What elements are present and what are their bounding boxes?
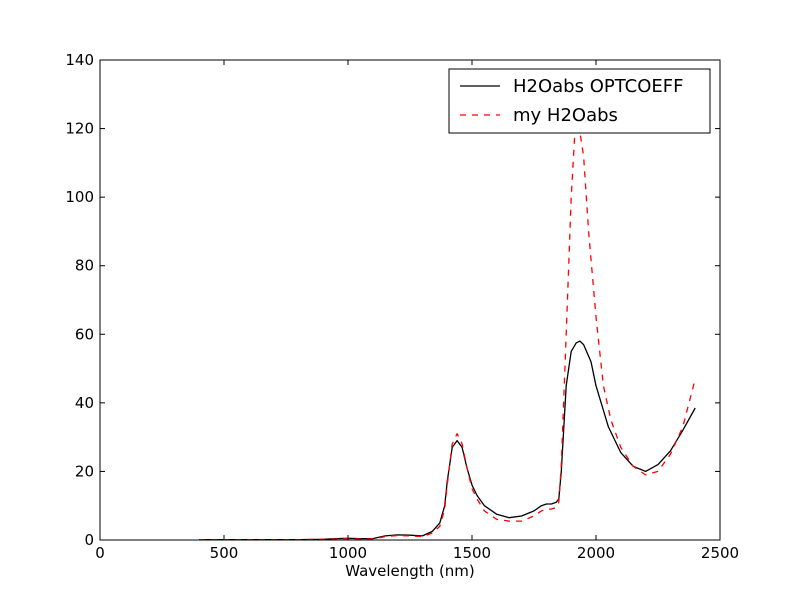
y-tick-label: 20 — [75, 462, 94, 480]
series-layer — [199, 127, 696, 541]
x-tick-label: 2000 — [577, 544, 615, 562]
y-tick-label: 120 — [65, 120, 94, 138]
legend: H2Oabs OPTCOEFF my H2Oabs — [448, 68, 711, 134]
plot-frame — [99, 59, 721, 541]
x-tick-label: 0 — [95, 544, 105, 562]
y-tick-label: 140 — [65, 51, 94, 69]
x-tick-label: 500 — [210, 544, 239, 562]
x-tick-label: 1500 — [453, 544, 491, 562]
legend-label-my-h2oabs: my H2Oabs — [513, 105, 618, 126]
plot-area — [100, 60, 720, 540]
y-tick-label: 80 — [75, 257, 94, 275]
y-tick-label: 40 — [75, 394, 94, 412]
axes-layer: 0 500 1000 1500 2000 2500 0 20 40 60 80 100 120 140 — [65, 51, 739, 562]
x-axis-label: Wavelength (nm) — [345, 562, 475, 580]
y-tick-label: 0 — [84, 531, 94, 549]
legend-label-h2oabs-optcoeff: H2Oabs OPTCOEFF — [513, 76, 684, 97]
y-tick-label: 100 — [65, 188, 94, 206]
y-tick-label: 60 — [75, 325, 94, 343]
legend-box — [448, 68, 711, 134]
x-tick-label: 1000 — [329, 544, 367, 562]
x-tick-label: 2500 — [701, 544, 739, 562]
